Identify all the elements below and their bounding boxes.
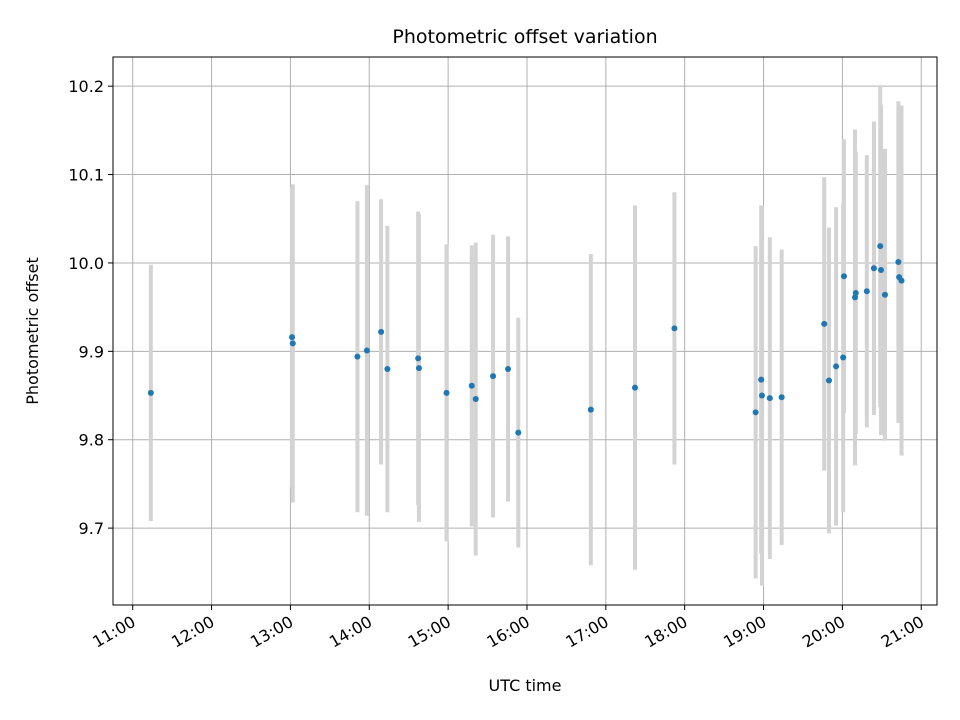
data-point — [490, 373, 497, 380]
data-point — [870, 265, 877, 272]
data-point — [852, 289, 859, 296]
data-point — [895, 259, 902, 266]
data-point — [863, 288, 870, 295]
data-point — [840, 354, 847, 361]
data-point — [878, 267, 885, 274]
data-point — [833, 363, 840, 370]
data-point — [825, 377, 832, 384]
data-point — [415, 355, 422, 362]
data-point — [587, 406, 594, 413]
data-point — [758, 376, 765, 383]
y-axis: 9.7 9.8 9.9 10.0 10.1 10.2 — [68, 77, 113, 538]
data-point — [354, 353, 361, 360]
data-point — [766, 395, 773, 402]
y-tick-label: 10.2 — [68, 77, 104, 96]
data-point — [877, 243, 884, 250]
data-point — [363, 347, 370, 354]
data-point — [778, 394, 785, 401]
data-point — [472, 396, 479, 403]
data-point — [881, 291, 888, 298]
data-point — [840, 273, 847, 280]
y-tick-label: 9.9 — [79, 342, 104, 361]
data-point — [147, 389, 154, 396]
data-points — [147, 243, 905, 436]
data-point — [378, 328, 385, 335]
data-point — [443, 389, 450, 396]
data-point — [758, 392, 765, 399]
y-tick-label: 9.7 — [79, 519, 104, 538]
y-tick-label: 10.1 — [68, 166, 104, 185]
x-axis-label: UTC time — [489, 676, 562, 695]
plot-frame — [112, 56, 938, 606]
chart-title: Photometric offset variation — [392, 26, 657, 48]
data-point — [898, 277, 905, 284]
data-point — [384, 366, 391, 373]
data-point — [515, 429, 522, 436]
data-point — [631, 384, 638, 391]
data-point — [415, 365, 422, 372]
data-point — [851, 294, 858, 301]
y-tick-label: 10.0 — [68, 254, 104, 273]
data-point — [752, 409, 759, 416]
data-point — [821, 320, 828, 327]
data-point — [671, 325, 678, 332]
y-tick-label: 9.8 — [79, 431, 104, 450]
data-point — [468, 382, 475, 389]
y-axis-label: Photometric offset — [23, 257, 42, 405]
data-point — [288, 334, 295, 341]
data-point — [505, 366, 512, 373]
data-point — [289, 340, 296, 347]
plot-area — [113, 57, 937, 605]
